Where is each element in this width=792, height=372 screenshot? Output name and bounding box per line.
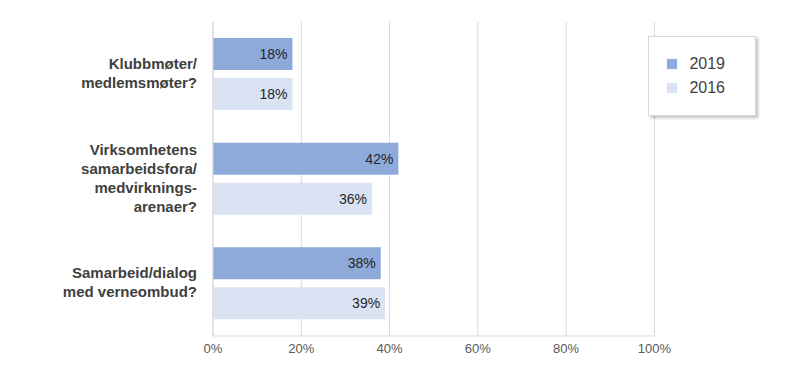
svg-text:42%: 42% [365,151,393,167]
svg-text:Klubbmøter/medlemsmøter?: Klubbmøter/medlemsmøter? [81,55,198,91]
svg-text:36%: 36% [339,191,367,207]
svg-text:40%: 40% [377,341,403,356]
svg-text:Samarbeid/dialogmed verneombud: Samarbeid/dialogmed verneombud? [63,264,197,300]
svg-text:38%: 38% [348,255,376,271]
svg-text:18%: 18% [259,86,287,102]
svg-text:39%: 39% [352,295,380,311]
svg-text:18%: 18% [259,46,287,62]
svg-text:80%: 80% [553,341,579,356]
svg-text:Virksomhetenssamarbeidsfora/me: Virksomhetenssamarbeidsfora/medvirknings… [81,140,198,214]
svg-text:100%: 100% [638,341,672,356]
svg-text:20%: 20% [288,341,314,356]
svg-text:0%: 0% [204,341,223,356]
svg-text:60%: 60% [465,341,491,356]
html-text:2019: 2019 [689,55,725,72]
html-text:2016: 2016 [689,79,725,96]
